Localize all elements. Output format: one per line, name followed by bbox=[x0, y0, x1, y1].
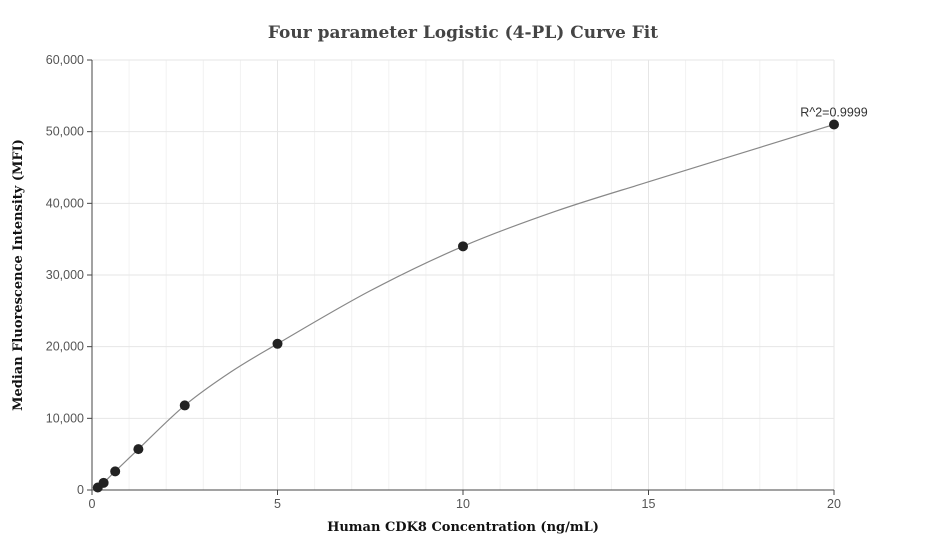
tick-labels: 0 10,000 20,000 30,000 40,000 50,000 60,000 0 5 1… bbox=[46, 53, 841, 511]
x-tick-label: 15 bbox=[642, 497, 656, 511]
data-point bbox=[829, 119, 839, 130]
data-point bbox=[98, 477, 109, 488]
x-axis-title: Human CDK8 Concentration (ng/mL) bbox=[327, 520, 599, 535]
y-tick-label: 20,000 bbox=[46, 340, 84, 354]
data-points bbox=[92, 119, 839, 493]
grid bbox=[91, 59, 835, 491]
annotations: R^2=0.9999 bbox=[800, 106, 867, 120]
y-tick-label: 50,000 bbox=[46, 125, 84, 139]
x-tick-label: 20 bbox=[827, 497, 841, 511]
x-tick-label: 10 bbox=[456, 497, 470, 511]
axes bbox=[87, 59, 835, 495]
data-point bbox=[272, 338, 283, 349]
r-squared-label: R^2=0.9999 bbox=[800, 106, 867, 120]
y-tick-label: 30,000 bbox=[46, 268, 84, 282]
data-point bbox=[179, 400, 190, 411]
y-tick-label: 60,000 bbox=[46, 53, 84, 67]
y-tick-label: 40,000 bbox=[46, 196, 84, 210]
data-point bbox=[110, 466, 121, 477]
chart-title: Four parameter Logistic (4-PL) Curve Fit bbox=[268, 23, 658, 43]
y-tick-label: 10,000 bbox=[46, 411, 84, 425]
x-tick-label: 0 bbox=[89, 497, 96, 511]
y-axis-title: Median Fluorescence Intensity (MFI) bbox=[11, 139, 26, 411]
x-tick-label: 5 bbox=[274, 497, 281, 511]
y-tick-label: 0 bbox=[77, 483, 84, 497]
data-point bbox=[458, 241, 468, 252]
data-point bbox=[133, 444, 144, 455]
